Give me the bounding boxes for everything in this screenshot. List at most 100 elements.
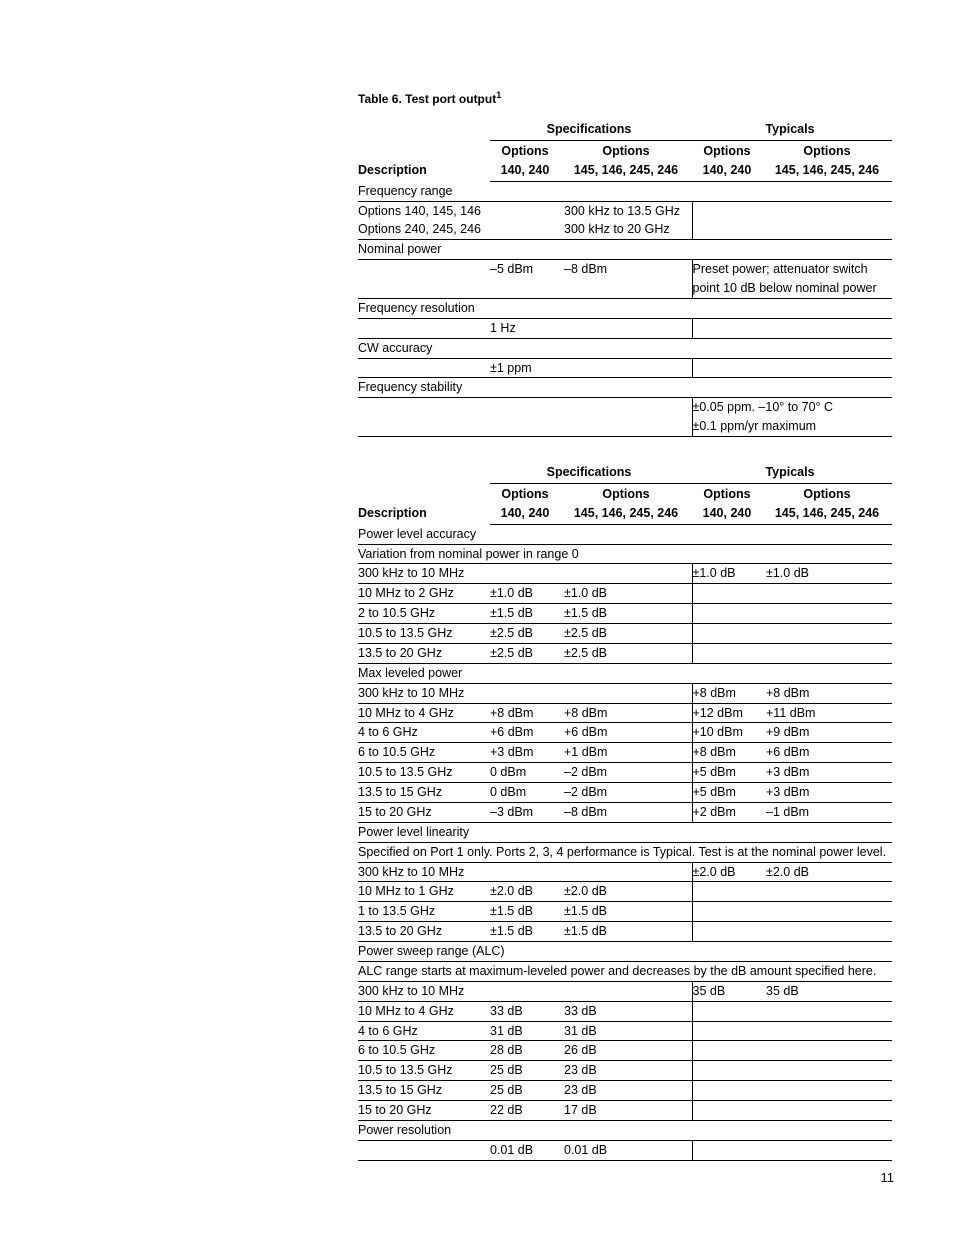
- table-row: Power level linearity: [358, 822, 892, 842]
- table-row: Options 140, 145, 146 300 kHz to 13.5 GH…: [358, 201, 892, 220]
- col-specifications: Specifications: [490, 463, 692, 483]
- section-label: Frequency stability: [358, 378, 692, 398]
- cell: 300 kHz to 10 MHz: [358, 683, 490, 703]
- cell: –5 dBm: [490, 260, 564, 279]
- table-row: 0.01 dB0.01 dB: [358, 1140, 892, 1160]
- table-row: 10 MHz to 2 GHz±1.0 dB±1.0 dB: [358, 584, 892, 604]
- table-row: 10 MHz to 4 GHz33 dB33 dB: [358, 1001, 892, 1021]
- table-row: 1 to 13.5 GHz±1.5 dB±1.5 dB: [358, 902, 892, 922]
- cell: +10 dBm: [692, 723, 766, 743]
- cell: [766, 643, 892, 663]
- cell: [692, 882, 766, 902]
- cell: 13.5 to 20 GHz: [358, 643, 490, 663]
- cell: 10.5 to 13.5 GHz: [358, 1061, 490, 1081]
- table-row: Power sweep range (ALC): [358, 942, 892, 962]
- cell: 10 MHz to 2 GHz: [358, 584, 490, 604]
- cell: 10.5 to 13.5 GHz: [358, 763, 490, 783]
- table-row: ±1 ppm: [358, 358, 892, 378]
- section-label: CW accuracy: [358, 338, 692, 358]
- cell: 2 to 10.5 GHz: [358, 604, 490, 624]
- col-typ-opt-a-h: Options: [692, 483, 766, 503]
- col-typicals: Typicals: [692, 463, 892, 483]
- page: Table 6. Test port output1 Description S…: [0, 0, 954, 1235]
- cell: 13.5 to 20 GHz: [358, 922, 490, 942]
- col-typ-opt-a-h: Options: [692, 140, 766, 160]
- cell: 6 to 10.5 GHz: [358, 1041, 490, 1061]
- cell: [766, 1081, 892, 1101]
- cell: 25 dB: [490, 1081, 564, 1101]
- cell: +3 dBm: [490, 743, 564, 763]
- cell: 22 dB: [490, 1101, 564, 1121]
- cell: 0.01 dB: [564, 1140, 692, 1160]
- table-row: 15 to 20 GHz–3 dBm–8 dBm+2 dBm–1 dBm: [358, 802, 892, 822]
- table-row: ±0.05 ppm. –10° to 70° C: [358, 398, 892, 417]
- cell: 300 kHz to 13.5 GHz: [564, 201, 692, 220]
- col-spec-opt-a-h: Options: [490, 483, 564, 503]
- cell: 300 kHz to 20 GHz: [564, 220, 692, 239]
- cell: [564, 981, 692, 1001]
- cell: ±1 ppm: [490, 358, 564, 378]
- cell: ±2.0 dB: [564, 882, 692, 902]
- table-row: 13.5 to 15 GHz25 dB23 dB: [358, 1081, 892, 1101]
- table-row: 13.5 to 20 GHz±1.5 dB±1.5 dB: [358, 922, 892, 942]
- cell: 15 to 20 GHz: [358, 1101, 490, 1121]
- table-row: Nominal power: [358, 240, 892, 260]
- cell: ±2.5 dB: [564, 643, 692, 663]
- cell: [692, 584, 766, 604]
- table-row: Power level accuracy: [358, 524, 892, 544]
- cell: [692, 1021, 766, 1041]
- col-typ-opt-a: 140, 240: [692, 161, 766, 181]
- cell: 4 to 6 GHz: [358, 723, 490, 743]
- table-row: ±0.1 ppm/yr maximum: [358, 417, 892, 436]
- cell: [692, 1041, 766, 1061]
- col-spec-opt-b: 145, 146, 245, 246: [564, 161, 692, 181]
- cell: +3 dBm: [766, 783, 892, 803]
- cell: [358, 1140, 490, 1160]
- cell: [692, 1101, 766, 1121]
- cell: ±1.5 dB: [490, 604, 564, 624]
- note-text: Specified on Port 1 only. Ports 2, 3, 4 …: [358, 842, 892, 862]
- col-spec-opt-b-h: Options: [564, 140, 692, 160]
- cell: ±2.5 dB: [490, 643, 564, 663]
- cell: [766, 1041, 892, 1061]
- table-row: –5 dBm –8 dBm Preset power; attenuator s…: [358, 260, 892, 279]
- cell: [490, 683, 564, 703]
- cell: Options 240, 245, 246: [358, 220, 564, 239]
- section-label: Power level linearity: [358, 822, 692, 842]
- table-title-sup: 1: [496, 90, 501, 100]
- table-row: CW accuracy: [358, 338, 892, 358]
- cell: +8 dBm: [490, 703, 564, 723]
- cell: [692, 1001, 766, 1021]
- cell: 23 dB: [564, 1081, 692, 1101]
- col-spec-opt-b-h: Options: [564, 483, 692, 503]
- cell: +2 dBm: [692, 802, 766, 822]
- cell: –8 dBm: [564, 802, 692, 822]
- cell: ±0.05 ppm. –10° to 70° C: [692, 398, 892, 417]
- cell: ±1.5 dB: [564, 922, 692, 942]
- cell: ±1.0 dB: [490, 584, 564, 604]
- cell: ±1.5 dB: [564, 902, 692, 922]
- cell: [564, 564, 692, 584]
- cell: 25 dB: [490, 1061, 564, 1081]
- cell: ±2.5 dB: [564, 624, 692, 644]
- table-row: Specified on Port 1 only. Ports 2, 3, 4 …: [358, 842, 892, 862]
- cell: +11 dBm: [766, 703, 892, 723]
- section-label: Frequency range: [358, 181, 692, 201]
- cell: [564, 683, 692, 703]
- cell: +9 dBm: [766, 723, 892, 743]
- cell: –8 dBm: [564, 260, 692, 279]
- cell: 26 dB: [564, 1041, 692, 1061]
- table-row: Frequency resolution: [358, 298, 892, 318]
- cell: [490, 981, 564, 1001]
- table-row: 13.5 to 15 GHz0 dBm–2 dBm+5 dBm+3 dBm: [358, 783, 892, 803]
- cell: [692, 643, 766, 663]
- table-title: Table 6. Test port output1: [358, 90, 894, 106]
- cell: 31 dB: [564, 1021, 692, 1041]
- cell: ±1.0 dB: [692, 564, 766, 584]
- cell: [692, 1061, 766, 1081]
- cell: –2 dBm: [564, 763, 692, 783]
- note-text: Variation from nominal power in range 0: [358, 544, 892, 564]
- table-row: 1 Hz: [358, 318, 892, 338]
- cell: ±1.5 dB: [490, 922, 564, 942]
- cell: 35 dB: [766, 981, 892, 1001]
